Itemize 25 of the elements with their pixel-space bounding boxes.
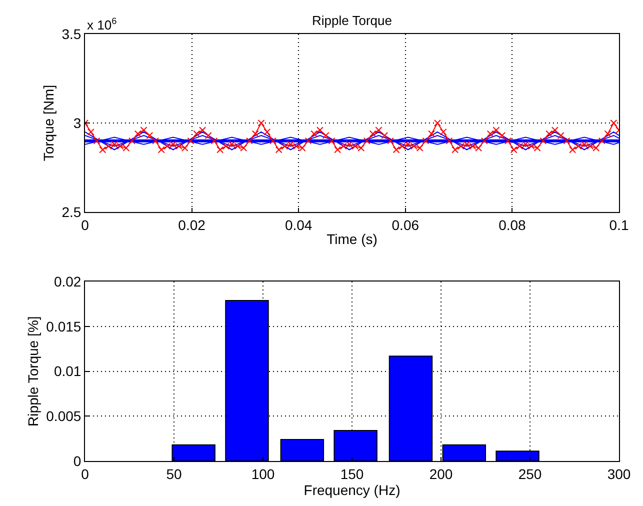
y-tick-label: 0 bbox=[73, 452, 82, 469]
y-tick-label: 0.005 bbox=[46, 408, 82, 424]
y-tick-label: 3 bbox=[73, 114, 82, 131]
chart-title: Ripple Torque bbox=[312, 13, 392, 28]
y-tick-label: 0.02 bbox=[54, 274, 82, 290]
y-tick-label: 3.5 bbox=[62, 26, 82, 42]
x-axis-title: Frequency (Hz) bbox=[304, 482, 400, 498]
x-tick-label: 50 bbox=[166, 466, 182, 482]
y-axis-title: Ripple Torque [%] bbox=[24, 316, 41, 426]
y-tick-label: 0.01 bbox=[54, 363, 82, 380]
x-tick-label: 0.02 bbox=[178, 216, 206, 233]
x-tick-label: 0.1 bbox=[609, 216, 629, 233]
x-tick-label: 300 bbox=[607, 466, 631, 482]
x-tick-label: 0.06 bbox=[392, 216, 420, 233]
y-axis-title: Torque [Nm] bbox=[40, 84, 56, 162]
y-tick-label: 0.015 bbox=[46, 318, 82, 334]
y-tick-label: 2.5 bbox=[62, 204, 82, 220]
x-tick-label: 250 bbox=[518, 466, 542, 482]
x-tick-label: 100 bbox=[251, 466, 275, 482]
x-tick-label: 150 bbox=[340, 466, 364, 482]
x-axis-title: Time (s) bbox=[326, 231, 378, 248]
x-tick-label: 0.08 bbox=[498, 216, 526, 233]
x-tick-label: 0.04 bbox=[284, 216, 312, 233]
text: x 10$^{6}$ bbox=[87, 16, 117, 32]
x-tick-label: 200 bbox=[429, 466, 453, 482]
